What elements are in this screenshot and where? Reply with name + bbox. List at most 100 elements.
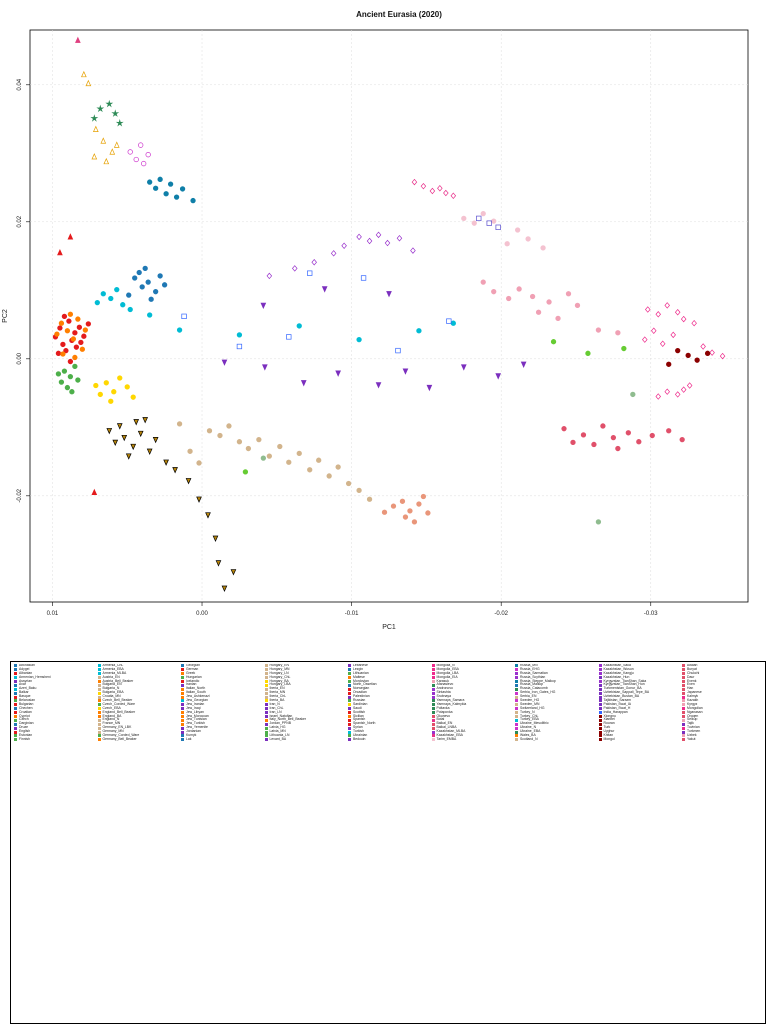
data-point	[72, 330, 78, 336]
legend-label: Mongolia_N	[436, 664, 455, 667]
data-point	[152, 185, 159, 191]
data-point	[70, 336, 77, 342]
legend-entry: Iberia_EN	[264, 686, 347, 691]
legend-entry: Armenia_EBA	[97, 666, 180, 672]
legend-marker	[97, 695, 101, 699]
legend-marker	[515, 668, 518, 672]
legend-entry: Jew_Iranian	[181, 702, 263, 707]
data-point	[615, 330, 621, 336]
legend-box: Abkhasian Adygei Albanian Armenian_Hemsheni…	[10, 661, 766, 1024]
legend-marker	[14, 722, 17, 726]
legend-marker	[97, 715, 101, 719]
data-point	[76, 324, 83, 330]
legend-label: Mongolia_LBA	[436, 670, 459, 675]
data-point	[139, 284, 145, 290]
legend-label: Kazakhstan_Saka	[603, 664, 631, 667]
legend-entry: Belarusian	[14, 698, 96, 703]
legend-entry: Ukraine_EBA	[515, 729, 597, 734]
legend-label: Mongolian	[687, 705, 703, 710]
legend-marker	[14, 687, 17, 691]
legend-entry: Bulgarian	[14, 702, 96, 707]
data-point	[100, 291, 106, 297]
legend-label: Kazakhstan_Kangju	[603, 670, 634, 675]
legend-marker	[682, 734, 685, 738]
legend-entry: Jew_Ashkenazi	[181, 694, 263, 699]
legend-marker	[14, 683, 17, 687]
legend-marker	[348, 715, 351, 719]
data-point	[600, 423, 606, 429]
legend-label: Switzerland_HG	[520, 705, 545, 710]
legend-marker	[515, 703, 518, 707]
data-point	[72, 354, 78, 361]
legend-label: Russia_MN	[520, 664, 538, 667]
legend-label: Nganasan	[687, 709, 703, 714]
legend-entry: Russia_Maikop	[515, 683, 597, 687]
legend-marker	[181, 672, 184, 676]
legend-marker	[515, 680, 518, 683]
legend-entry: Jordanian	[181, 729, 263, 734]
data-point	[106, 428, 113, 435]
legend-label: Rouran	[603, 721, 615, 726]
legend-label: Turk	[603, 725, 611, 730]
legend-marker	[14, 695, 17, 699]
legend-entry: Uzbekistan_Sappali_Tepe_BA	[598, 690, 681, 695]
legend-marker	[682, 738, 685, 742]
legend-marker	[515, 738, 518, 742]
legend-entry: Assyrian	[14, 679, 96, 684]
legend-marker	[431, 703, 435, 707]
legend-marker	[515, 699, 518, 703]
legend-label: Sardinian	[353, 701, 368, 706]
legend-label: Wales_BA	[520, 733, 536, 738]
data-point	[75, 316, 81, 322]
legend-entry: Israel_Natufian	[264, 714, 347, 719]
legend-label: Armenia_EBA	[102, 666, 124, 671]
data-point	[443, 189, 449, 197]
legend-entry: Russian	[348, 698, 430, 703]
legend-marker	[14, 734, 17, 738]
legend-marker	[682, 687, 685, 691]
legend-entry: Syrian	[348, 725, 430, 730]
legend-entry: Mongolia_EBA	[431, 667, 514, 672]
legend-entry: Jew_Tunisian	[181, 718, 263, 722]
legend-entry: Han	[682, 686, 764, 691]
legend-entry: Kazakhstan_Hun	[598, 675, 681, 680]
legend-entry: Kalmyk	[682, 694, 764, 699]
legend-marker	[97, 683, 101, 687]
legend-entry: Andronovo	[431, 686, 514, 691]
y-tick-label: 0.00	[17, 352, 23, 364]
legend-entry: Chechen	[14, 706, 96, 711]
legend-label: Oroqen	[687, 713, 699, 718]
data-point	[375, 382, 382, 389]
legend-label: Turkey_EBA	[520, 717, 539, 722]
data-point	[109, 148, 116, 155]
legend-marker	[97, 738, 101, 742]
data-point	[375, 231, 382, 239]
legend-label: Turkmenistan_Gonur_BA	[603, 686, 642, 691]
data-point	[61, 368, 68, 374]
data-point	[100, 137, 107, 144]
legend-marker	[431, 715, 435, 719]
legend-label: Kumyk	[186, 733, 197, 738]
legend-marker	[264, 730, 268, 734]
data-point	[266, 453, 272, 459]
legend-marker	[682, 707, 685, 711]
legend-entry: Spanish	[348, 718, 430, 722]
data-point	[64, 328, 71, 334]
data-point	[91, 488, 98, 496]
legend-label: Palestinian	[353, 694, 370, 699]
data-point	[181, 313, 187, 319]
legend-marker	[682, 703, 685, 707]
data-point	[360, 275, 367, 281]
legend-entry: Turkey_EBA	[515, 718, 597, 722]
data-point	[215, 560, 222, 567]
data-point	[565, 291, 572, 297]
legend-label: Germany_MN	[102, 729, 124, 734]
data-point	[345, 480, 352, 487]
legend-entry: Italy_North_Bell_Beaker	[264, 718, 347, 722]
legend-marker	[264, 718, 268, 722]
data-point	[595, 519, 602, 525]
legend-entry: Jew_Iraqi	[181, 706, 263, 711]
legend-label: Croatia_MN	[102, 694, 121, 699]
data-point	[296, 323, 302, 329]
data-point	[75, 36, 81, 43]
